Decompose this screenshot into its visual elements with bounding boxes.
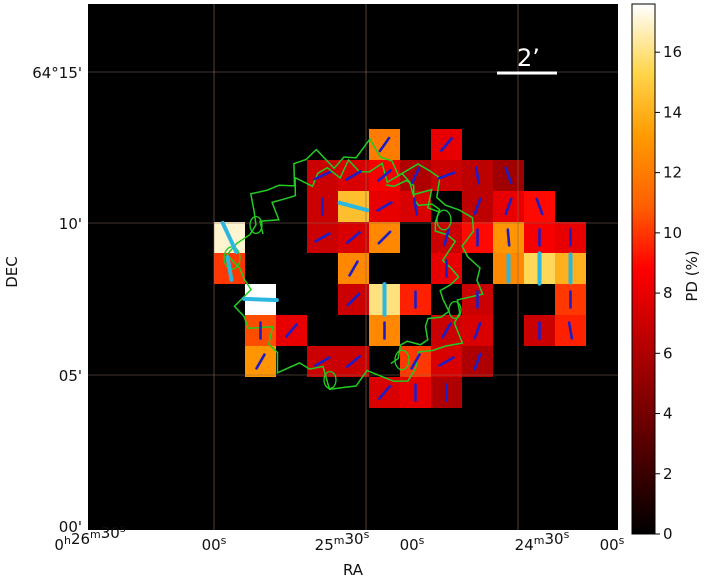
polarization-vector	[412, 197, 419, 216]
polarization-vector	[438, 356, 455, 367]
contour-blob	[448, 300, 462, 320]
polarization-vector	[314, 232, 331, 243]
contour-inner-west	[386, 179, 460, 365]
scale-bar-label: 2’	[517, 44, 540, 72]
polarization-vector	[504, 166, 513, 185]
polarization-vector	[378, 136, 391, 153]
polarization-vector	[346, 231, 361, 244]
polarization-vector	[255, 353, 266, 370]
ra-tick-label: 0h26m30s	[54, 522, 125, 554]
contour-outer	[226, 137, 484, 391]
polarization-vector	[473, 321, 482, 340]
polarization-vector	[410, 353, 421, 370]
xray-contours	[223, 137, 484, 391]
colorbar-tick-label: 10	[663, 224, 682, 242]
colorbar-label: PD (%)	[683, 250, 701, 301]
polarization-vector	[220, 220, 239, 255]
polarization-vector	[314, 356, 331, 367]
colorbar-tick-label: 8	[663, 284, 673, 302]
polarization-vector	[443, 228, 450, 247]
dec-tick-label: 10'	[59, 215, 82, 233]
colorbar-tick-label: 6	[663, 344, 673, 362]
colorbar-tick-label: 0	[663, 525, 673, 543]
colorbar-tick-label: 12	[663, 164, 682, 182]
dec-tick-labels: 64°15' 10' 05' 00'	[32, 64, 82, 536]
contour-blob	[394, 349, 410, 371]
colorbar-tick-label: 4	[663, 405, 673, 423]
dec-tick-label: 00'	[59, 518, 82, 536]
polarization-vector	[504, 197, 513, 216]
contour-blob	[323, 370, 337, 390]
polarization-vector	[474, 166, 481, 185]
polarization-vector	[473, 197, 482, 216]
polarization-vector	[313, 170, 332, 181]
polarization-vector	[346, 292, 361, 307]
polarization-vector	[346, 355, 361, 368]
polarization-vector	[437, 171, 456, 180]
polarization-vector	[567, 321, 574, 340]
polarization-vector	[410, 166, 421, 185]
polarization-vector	[473, 352, 482, 371]
colorbar-tick-label: 14	[663, 103, 682, 121]
polarization-vector	[535, 197, 544, 216]
polarization-vector	[378, 385, 391, 400]
polarization-vector	[376, 201, 393, 212]
colorbar-tick-labels: 0 2 4 6 8 10 12 14 16	[655, 43, 682, 543]
ra-tick-label: 00s	[400, 534, 425, 554]
polarization-vector	[242, 296, 279, 303]
ra-tick-label: 00s	[600, 534, 625, 554]
polarization-vector	[440, 137, 453, 152]
colorbar	[631, 3, 656, 535]
ra-tick-labels: 0h26m30s 00s 25m30s 00s 24m30s 00s	[54, 522, 624, 554]
dec-tick-label: 05'	[59, 367, 82, 385]
polarization-vector	[441, 322, 452, 339]
polarization-vector	[377, 230, 392, 245]
x-axis-label: RA	[343, 561, 364, 579]
contour-inner-north	[259, 158, 440, 235]
polarization-vector	[506, 228, 511, 247]
polarization-vector	[225, 255, 234, 282]
contour-blob	[436, 209, 452, 231]
ra-tick-label: 00s	[202, 534, 227, 554]
colorbar-tick-label: 16	[663, 43, 682, 61]
dec-tick-label: 64°15'	[32, 64, 82, 82]
contour-blob	[249, 215, 263, 235]
polarization-vector	[377, 169, 392, 182]
colorbar-tick-label: 2	[663, 465, 673, 483]
polarization-vector	[348, 260, 359, 277]
ra-tick-label: 24m30s	[515, 528, 570, 554]
y-axis-label: DEC	[3, 256, 21, 288]
polarization-vector	[345, 170, 362, 181]
polarization-vectors	[220, 136, 574, 402]
polarization-vector	[285, 323, 298, 338]
polarization-vector	[337, 200, 370, 213]
ra-tick-label: 25m30s	[315, 528, 370, 554]
